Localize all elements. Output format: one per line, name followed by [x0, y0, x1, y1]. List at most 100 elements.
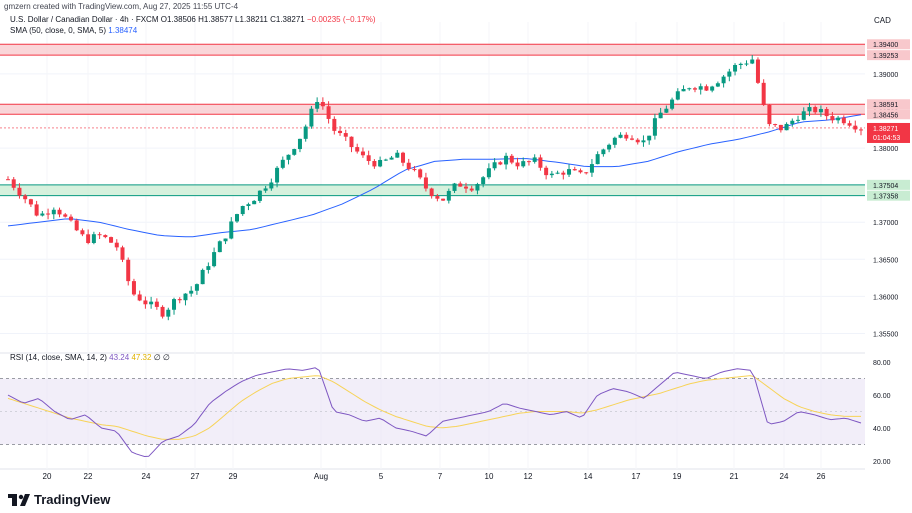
candle-body	[859, 129, 863, 131]
candle	[154, 298, 159, 310]
candle-body	[160, 306, 165, 317]
price-axis[interactable]: 1.355001.360001.365001.370001.375001.380…	[865, 12, 912, 481]
candle	[23, 194, 28, 204]
candle	[172, 297, 177, 315]
candle	[366, 150, 371, 165]
candle	[68, 214, 73, 222]
candle-body	[395, 152, 400, 158]
candle-body	[418, 169, 423, 178]
candle-body	[23, 195, 28, 200]
candle	[681, 85, 686, 92]
candle	[807, 102, 812, 117]
zone-price-label: 1.37504	[873, 183, 898, 190]
candle	[51, 207, 56, 220]
candle	[778, 124, 783, 133]
candle-body	[177, 299, 182, 301]
candle	[675, 88, 680, 101]
candle	[240, 205, 245, 216]
candle	[567, 164, 572, 177]
candle-body	[704, 86, 709, 91]
candle	[784, 122, 789, 131]
candle-body	[807, 107, 812, 112]
low-value: L1.38211	[235, 15, 268, 24]
candle	[429, 187, 434, 199]
candle-body	[778, 124, 783, 131]
candle-body	[366, 155, 371, 162]
candle	[349, 136, 354, 153]
candle	[418, 168, 423, 180]
candle	[126, 257, 131, 286]
candle	[120, 245, 125, 263]
candle-body	[240, 206, 245, 215]
candle	[200, 268, 205, 285]
candle	[223, 238, 228, 245]
candle-body	[332, 118, 337, 131]
candle-body	[189, 290, 194, 294]
chart-area[interactable]: 20 22 24 27 29 Aug 5 7 10 12 14 17 19 21 24 26	[0, 12, 865, 481]
candle-body	[830, 116, 835, 121]
candle-body	[114, 242, 119, 248]
candle-body	[486, 168, 491, 178]
candle-body	[229, 221, 234, 239]
candle	[647, 135, 652, 145]
candle-body	[607, 144, 612, 150]
candle	[91, 231, 96, 245]
tradingview-logo[interactable]: TradingView	[8, 492, 110, 507]
candle-body	[853, 125, 858, 130]
candle	[618, 132, 623, 139]
candle-body	[492, 162, 497, 169]
candle	[315, 97, 320, 113]
high-value: H1.38577	[198, 15, 233, 24]
candle	[212, 247, 217, 268]
candle	[721, 74, 726, 88]
candle-body	[498, 162, 503, 165]
candle	[578, 168, 583, 174]
candle	[257, 190, 262, 204]
change-value: −0.00235 (−0.17%)	[307, 15, 376, 24]
candle-body	[412, 169, 417, 171]
currency-label[interactable]: CAD	[874, 16, 891, 25]
candle-body	[6, 179, 10, 181]
candle	[57, 207, 62, 218]
candle	[715, 81, 720, 88]
candle	[824, 106, 829, 121]
candle-body	[280, 159, 285, 168]
candle	[521, 157, 526, 168]
candle-body	[80, 230, 85, 235]
chart-svg[interactable]: 20 22 24 27 29 Aug 5 7 10 12 14 17 19 21 24 26	[0, 12, 865, 481]
sma-label: SMA (50, close, 0, SMA, 5)	[10, 26, 107, 35]
candle-body	[172, 299, 177, 310]
candle	[275, 166, 280, 188]
sma-line	[7, 114, 862, 238]
candle	[303, 124, 308, 142]
candle-body	[212, 252, 217, 267]
candle	[383, 158, 388, 162]
candle-body	[515, 162, 520, 167]
candle-body	[521, 161, 526, 167]
candle-body	[475, 184, 480, 191]
candle	[841, 115, 846, 126]
candle	[687, 87, 692, 91]
candle	[17, 183, 22, 199]
candle-body	[34, 204, 39, 216]
time-tick-label: 20	[43, 472, 52, 481]
candle	[360, 147, 365, 158]
candle-body	[303, 126, 308, 139]
sma-legend[interactable]: SMA (50, close, 0, SMA, 5) 1.38474	[10, 26, 137, 35]
candle	[446, 188, 451, 204]
candle-body	[555, 172, 560, 174]
candle-body	[315, 102, 320, 109]
candle-body	[532, 157, 537, 162]
time-tick-label: 27	[191, 472, 200, 481]
price-tick-label: 1.35500	[873, 331, 898, 338]
rsi-layer	[0, 367, 865, 458]
candle	[234, 213, 239, 223]
rsi-legend[interactable]: RSI (14, close, SMA, 14, 2) 43.24 47.32 …	[10, 353, 170, 362]
countdown-label: 01:04:53	[873, 135, 900, 142]
candle	[435, 193, 440, 202]
candle-body	[635, 139, 640, 143]
zone-price-label: 1.38591	[873, 102, 898, 109]
rsi-tick-label: 20.00	[873, 459, 891, 466]
symbol-label[interactable]: U.S. Dollar / Canadian Dollar · 4h · FXC…	[10, 15, 159, 24]
time-tick-label: 21	[730, 472, 739, 481]
